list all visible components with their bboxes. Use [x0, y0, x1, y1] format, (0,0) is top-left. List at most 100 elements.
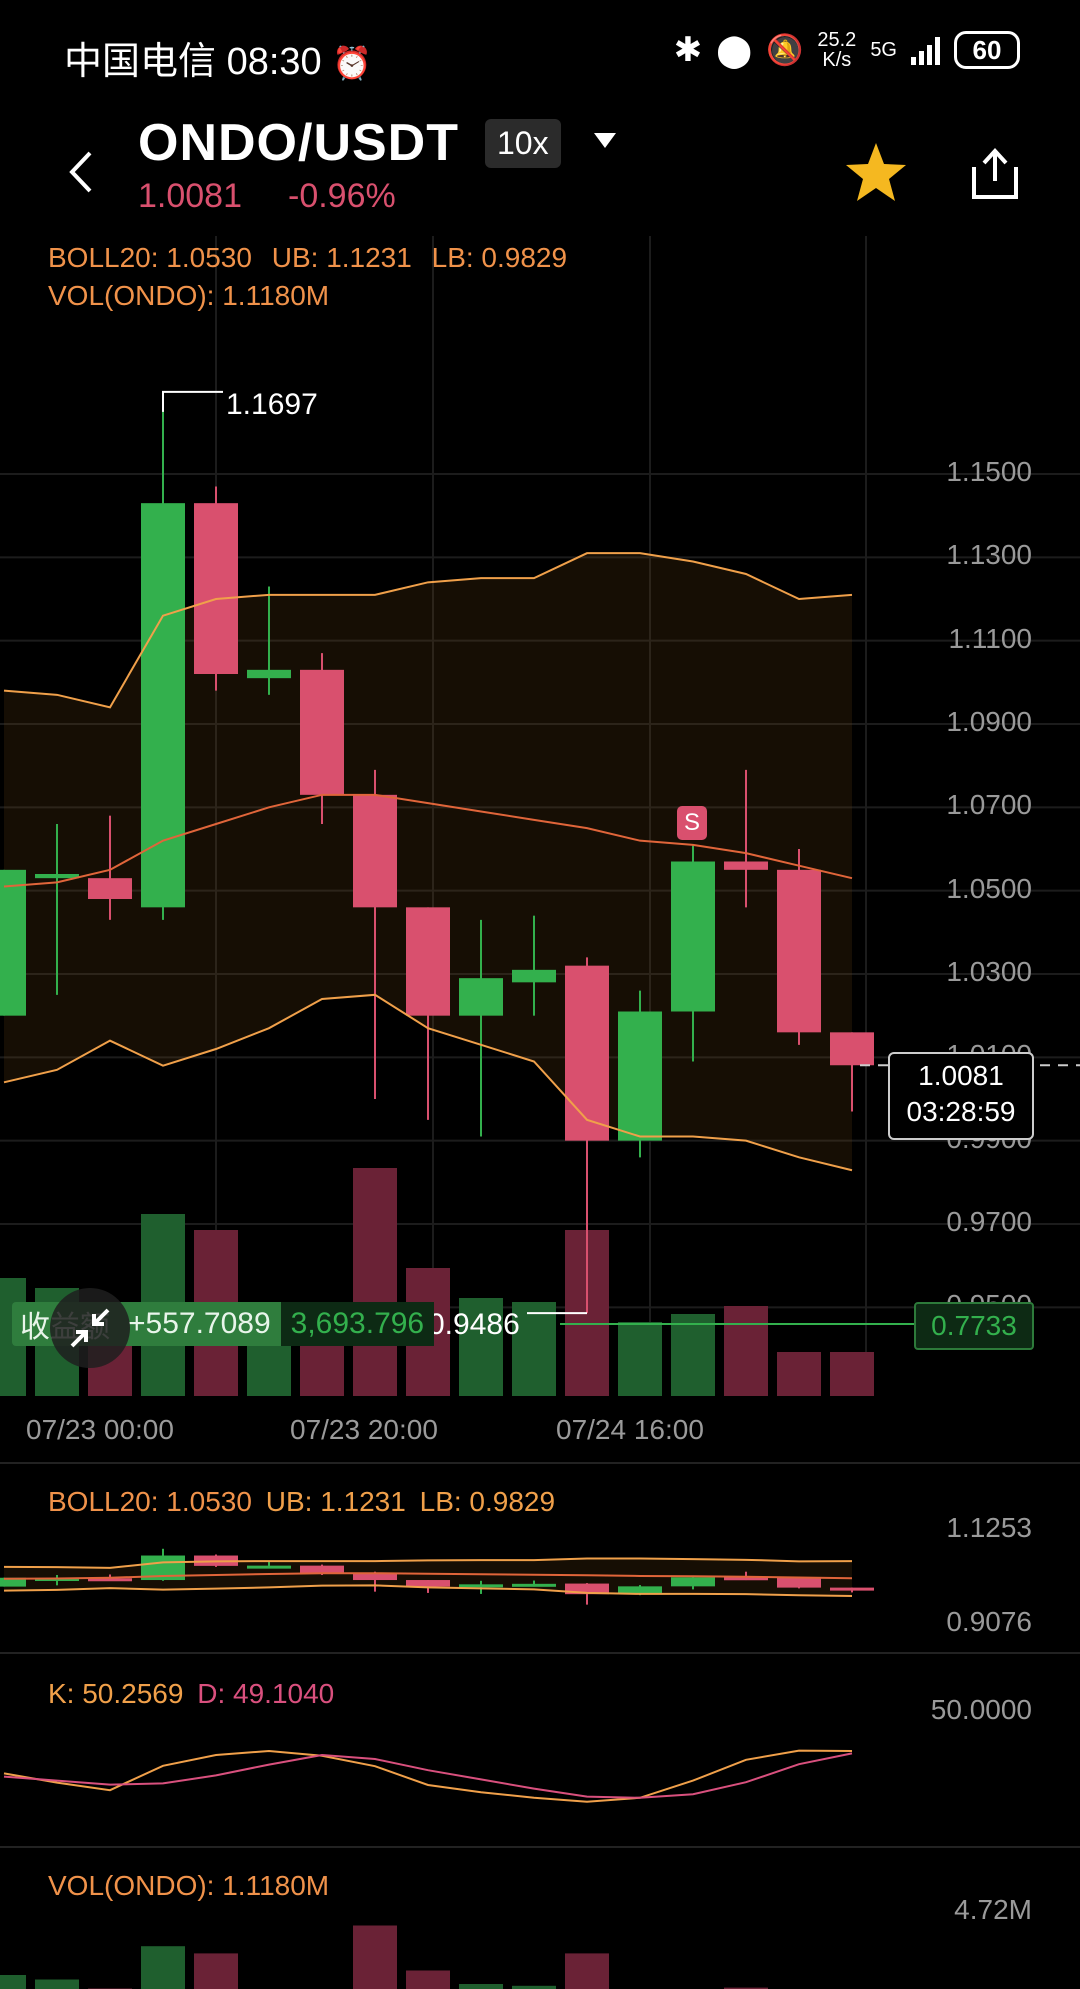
candle-body — [671, 861, 715, 1012]
boll-panel-legend: BOLL20: 1.0530 UB: 1.1231 LB: 0.9829 — [48, 1486, 556, 1517]
vol-panel-bar — [459, 1984, 503, 1989]
boll-mini-candle — [88, 1578, 132, 1582]
boll-mini-candle — [565, 1583, 609, 1595]
current-price-box: 1.0081 03:28:59 — [888, 1052, 1034, 1140]
volume-bar — [618, 1322, 662, 1396]
candle-body — [194, 503, 238, 674]
status-bar: 中国电信 08:30 ⏰ ✱ ⬤ 🔕 25.2 K/s 5G 60 — [0, 0, 1080, 105]
leverage-badge[interactable]: 10x — [485, 119, 561, 168]
candle-body — [724, 861, 768, 870]
candle-body — [141, 503, 185, 908]
panel-divider — [0, 1652, 1080, 1654]
signal-icon — [911, 35, 940, 65]
boll-mini-candle — [0, 1577, 26, 1587]
kd-panel-y-label: 50.0000 — [930, 1694, 1032, 1725]
candle-body — [88, 878, 132, 899]
vol-panel-bar — [0, 1975, 26, 1989]
price-axis-tick: 1.0700 — [946, 789, 1032, 821]
boll-mini-candle — [618, 1586, 662, 1595]
high-price-label: 1.1697 — [226, 388, 318, 421]
candle-body — [35, 874, 79, 879]
candlestick-chart[interactable] — [0, 236, 1080, 1396]
boll-mid-line — [3, 793, 853, 888]
candle-countdown: 03:28:59 — [906, 1096, 1016, 1127]
vol-panel-legend: VOL(ONDO): 1.1180M — [48, 1870, 330, 1901]
last-price: 1.0081 — [138, 177, 242, 215]
k-line — [3, 1749, 853, 1803]
chevron-down-icon[interactable] — [592, 131, 618, 151]
alarm-icon: ⏰ — [332, 45, 373, 81]
boll-mini-candle — [459, 1584, 503, 1588]
x-label-2: 07/24 16:00 — [556, 1414, 704, 1445]
volume-bar — [671, 1314, 715, 1396]
boll-lower-line — [3, 993, 853, 1172]
pnl-value: +557.7089 — [128, 1307, 271, 1340]
boll-legend: BOLL20: 1.0530 UB: 1.1231 LB: 0.9829 — [48, 242, 568, 273]
boll-mini-chart[interactable] — [0, 1530, 1080, 1650]
volume-bar — [459, 1298, 503, 1396]
pair-title[interactable]: ONDO/USDT — [138, 114, 459, 172]
candle-body — [512, 969, 556, 983]
vol-legend: VOL(ONDO): 1.1180M — [48, 280, 330, 311]
x-label-1: 07/23 20:00 — [290, 1414, 438, 1445]
volume-bar — [512, 1302, 556, 1396]
share-icon[interactable] — [966, 139, 1024, 203]
boll-mini-candle — [830, 1587, 874, 1591]
boll-mini-candle — [300, 1565, 344, 1574]
boll-panel-y-bottom: 0.9076 — [946, 1606, 1032, 1637]
collapse-arrows-icon — [70, 1308, 110, 1348]
candle-body — [406, 907, 450, 1016]
price-axis-tick: 0.9700 — [946, 1206, 1032, 1237]
vol-panel-bar — [353, 1925, 397, 1989]
x-label-0: 07/23 00:00 — [26, 1414, 174, 1445]
vol-panel-bar — [724, 1987, 768, 1989]
pnl-balance: 3,693.796 — [280, 1302, 435, 1346]
boll-mini-candle — [724, 1577, 768, 1581]
carrier-label: 中国电信 — [64, 41, 217, 83]
boll-mini-candle — [777, 1577, 821, 1588]
clock: 08:30 — [226, 41, 322, 83]
star-icon[interactable] — [844, 141, 908, 203]
volume-chart[interactable] — [0, 1900, 1080, 1989]
candle-body — [353, 794, 397, 908]
mute-bell-icon: 🔕 — [766, 33, 804, 67]
candle-body — [618, 1011, 662, 1141]
back-icon[interactable] — [66, 147, 96, 197]
low-price-label: 0.9486 — [428, 1308, 520, 1341]
price-axis-tick: 1.0500 — [946, 872, 1032, 904]
boll-upper-line — [3, 552, 853, 709]
boll-mini-candle — [247, 1565, 291, 1569]
price-axis-tick: 1.0300 — [946, 956, 1032, 987]
vol-panel-bar — [512, 1985, 556, 1989]
panel-divider — [0, 1846, 1080, 1848]
boll-mini-upper — [3, 1557, 853, 1569]
d-line — [3, 1752, 853, 1799]
candle-body — [777, 869, 821, 1033]
candle-body — [565, 965, 609, 1141]
vol-panel-bar — [406, 1970, 450, 1989]
boll-mini-lower — [3, 1584, 853, 1597]
bluetooth-icon: ✱ — [673, 31, 703, 69]
vol-panel-bar — [565, 1953, 609, 1989]
candle-body — [830, 1032, 874, 1066]
vol-panel-bar — [141, 1946, 185, 1989]
collapse-button[interactable] — [50, 1288, 130, 1368]
vol-panel-bar — [35, 1979, 79, 1989]
boll-mini-mid — [3, 1572, 853, 1580]
volume-bar — [777, 1352, 821, 1396]
panel-divider — [0, 1462, 1080, 1464]
candle-body — [0, 869, 26, 1016]
sell-marker[interactable]: S — [677, 806, 707, 840]
location-icon: ⬤ — [716, 32, 753, 68]
volume-axis-label: 0.7733 — [914, 1302, 1034, 1350]
price-axis-tick: 1.0900 — [946, 706, 1032, 737]
high-marker-line — [162, 390, 223, 412]
price-axis-tick: 1.1500 — [946, 456, 1032, 487]
net-speed: 25.2 K/s — [817, 29, 857, 71]
candle-body — [300, 669, 344, 795]
vol-panel-bar — [194, 1953, 238, 1989]
boll-mini-candle — [353, 1573, 397, 1581]
candle-body — [459, 978, 503, 1016]
kd-chart[interactable] — [0, 1700, 1080, 1850]
volume-bar — [353, 1168, 397, 1396]
